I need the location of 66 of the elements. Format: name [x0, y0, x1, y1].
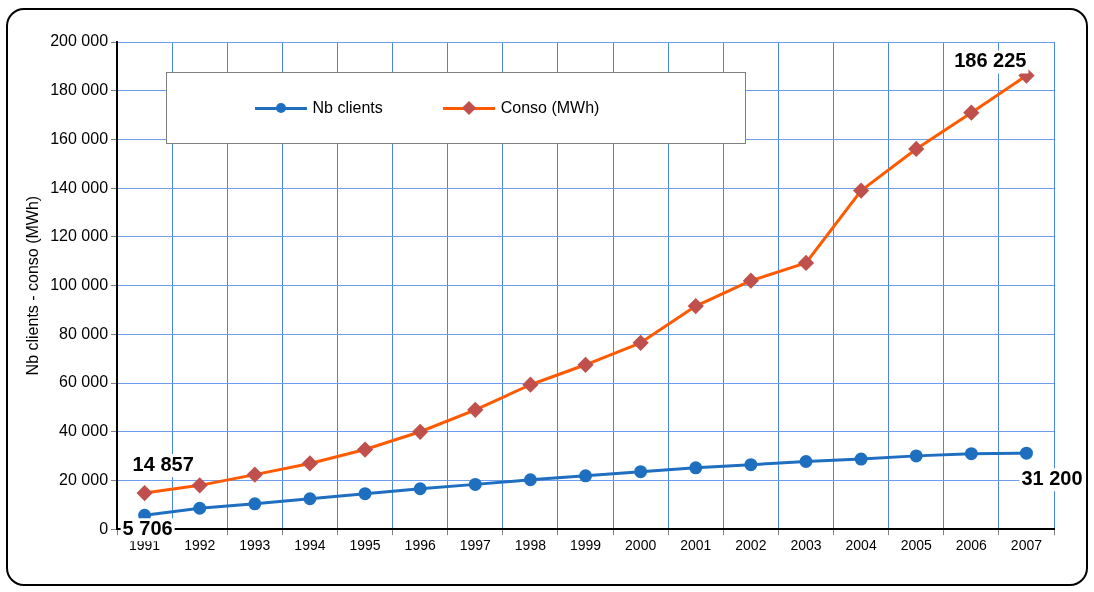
x-tick-label: 2004 — [845, 537, 877, 554]
point — [358, 487, 372, 501]
x-tick-label: 1996 — [404, 537, 436, 554]
point — [412, 424, 428, 440]
y-tick-label: 100 000 — [50, 276, 109, 294]
x-tick-label: 1998 — [514, 537, 547, 554]
y-tick-label: 80 000 — [59, 324, 109, 342]
y-tick-label: 40 000 — [59, 422, 109, 440]
point — [633, 335, 649, 351]
data-label: 186 225 — [954, 49, 1027, 72]
x-tick-label: 1994 — [294, 537, 326, 554]
x-tick-label: 1999 — [569, 537, 602, 554]
point — [522, 377, 538, 393]
point — [689, 461, 703, 475]
y-tick-label: 160 000 — [50, 129, 109, 147]
y-tick-label: 200 000 — [50, 32, 109, 50]
x-tick-label: 2000 — [625, 537, 657, 554]
y-axis-title: Nb clients - conso (MWh) — [24, 195, 42, 376]
point — [744, 458, 758, 472]
y-tick-label: 120 000 — [50, 227, 109, 245]
point — [743, 273, 759, 289]
point — [192, 477, 208, 493]
legend-label: Nb clients — [312, 99, 383, 117]
point — [578, 357, 594, 373]
point — [908, 141, 924, 157]
x-tick-label: 2005 — [900, 537, 932, 554]
data-label: 5 706 — [122, 516, 173, 539]
y-tick-label: 60 000 — [59, 373, 109, 391]
point — [688, 298, 704, 314]
data-label: 14 857 — [132, 452, 194, 475]
point — [854, 452, 868, 466]
point — [579, 469, 593, 483]
point — [798, 255, 814, 271]
y-tick-label: 0 — [99, 519, 109, 537]
point — [302, 455, 318, 471]
point — [964, 447, 978, 461]
x-tick-label: 1997 — [459, 537, 492, 554]
point — [523, 473, 537, 487]
point — [1019, 446, 1033, 460]
point — [137, 485, 153, 501]
x-tick-label: 2006 — [955, 537, 988, 554]
point — [303, 492, 317, 506]
point — [634, 465, 648, 479]
x-tick-label: 2003 — [790, 537, 822, 554]
point — [909, 449, 923, 463]
point — [413, 482, 427, 496]
x-tick-label: 1993 — [239, 537, 271, 554]
point — [799, 454, 813, 468]
point — [247, 467, 263, 483]
y-tick-label: 140 000 — [50, 178, 109, 196]
point — [467, 402, 483, 418]
y-tick-label: 20 000 — [59, 470, 109, 488]
point — [357, 442, 373, 458]
data-label: 31 200 — [1021, 466, 1083, 489]
y-tick-label: 180 000 — [50, 81, 109, 99]
legend-label: Conso (MWh) — [500, 99, 600, 117]
x-tick-label: 2007 — [1010, 537, 1043, 554]
point — [853, 183, 869, 199]
x-tick-label: 2001 — [680, 537, 712, 554]
point — [468, 477, 482, 491]
point — [963, 105, 979, 121]
point — [193, 501, 207, 515]
x-tick-label: 1992 — [184, 537, 216, 554]
x-tick-label: 1995 — [349, 537, 381, 554]
x-tick-label: 2002 — [735, 537, 767, 554]
point — [248, 497, 262, 511]
